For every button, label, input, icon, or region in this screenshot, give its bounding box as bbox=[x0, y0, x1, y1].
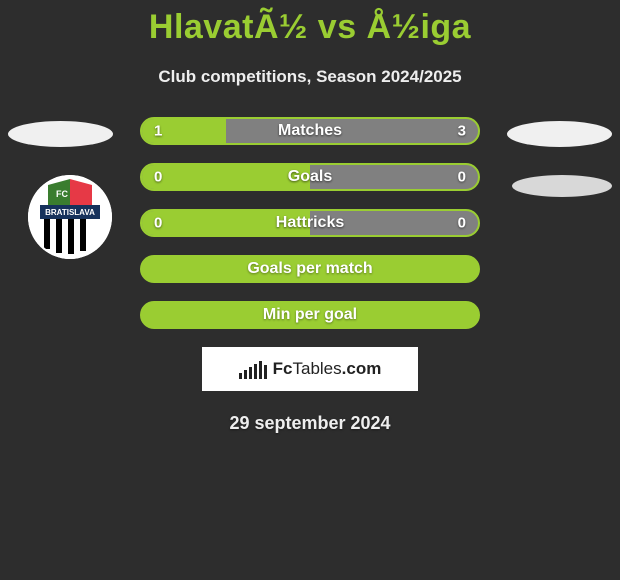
stat-row-goals: 0 0 Goals bbox=[140, 163, 480, 191]
value-left: 1 bbox=[154, 123, 162, 140]
brand-text-bold: Fc bbox=[273, 359, 293, 378]
row-label: Hattricks bbox=[276, 214, 344, 232]
page-title: HlavatÃ½ vs Å½iga bbox=[0, 0, 620, 47]
stat-rows: 1 3 Matches 0 0 Goals 0 0 Hattricks Goals per mat… bbox=[140, 117, 480, 329]
row-label: Goals bbox=[288, 168, 332, 186]
row-label: Min per goal bbox=[263, 306, 357, 324]
brand-bar bbox=[244, 370, 247, 379]
stat-row-goals-per-match: Goals per match bbox=[140, 255, 480, 283]
subtitle: Club competitions, Season 2024/2025 bbox=[0, 67, 620, 87]
value-right: 3 bbox=[458, 123, 466, 140]
team-left-placeholder bbox=[8, 121, 113, 147]
brand-text-light: Tables bbox=[293, 359, 342, 378]
brand-bar bbox=[259, 361, 262, 379]
brand-text: FcTables.com bbox=[273, 359, 382, 379]
row-label: Matches bbox=[278, 122, 342, 140]
value-right: 0 bbox=[458, 169, 466, 186]
brand-bars-icon bbox=[239, 359, 267, 379]
team-right-placeholder-2 bbox=[512, 175, 612, 197]
badge-fc-text: FC bbox=[56, 189, 68, 199]
row-label: Goals per match bbox=[247, 260, 372, 278]
brand-bar bbox=[239, 373, 242, 379]
date-text: 29 september 2024 bbox=[0, 413, 620, 434]
value-left: 0 bbox=[154, 169, 162, 186]
brand-bar bbox=[249, 367, 252, 379]
club-badge-svg: FC BRATISLAVA bbox=[28, 175, 112, 259]
team-right-placeholder bbox=[507, 121, 612, 147]
badge-city-text: BRATISLAVA bbox=[45, 208, 95, 217]
stat-row-hattricks: 0 0 Hattricks bbox=[140, 209, 480, 237]
stat-row-min-per-goal: Min per goal bbox=[140, 301, 480, 329]
fill-left bbox=[142, 165, 310, 189]
brand-text-suffix: .com bbox=[342, 359, 382, 378]
stats-area: FC BRATISLAVA 1 3 Matches 0 0 Goals 0 0 Hattrick… bbox=[0, 117, 620, 434]
brand-bar bbox=[254, 364, 257, 379]
stat-row-matches: 1 3 Matches bbox=[140, 117, 480, 145]
club-badge: FC BRATISLAVA bbox=[28, 175, 112, 259]
branding-box: FcTables.com bbox=[202, 347, 418, 391]
brand-bar bbox=[264, 365, 267, 379]
value-left: 0 bbox=[154, 215, 162, 232]
value-right: 0 bbox=[458, 215, 466, 232]
